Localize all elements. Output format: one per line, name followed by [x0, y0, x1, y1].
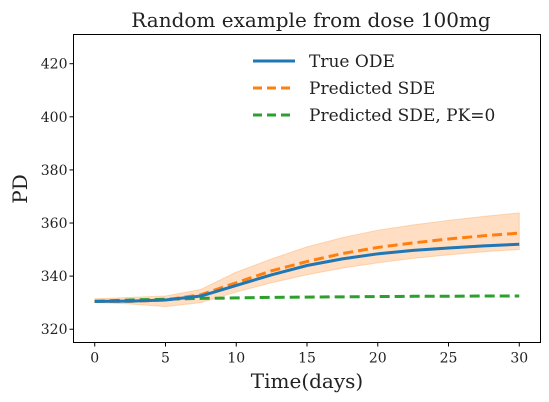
- chart-title: Random example from dose 100mg: [131, 8, 491, 32]
- x-tick-label: 30: [510, 351, 528, 367]
- plot-area: [94, 212, 520, 308]
- x-tick-label: 20: [369, 351, 387, 367]
- y-tick-label: 420: [41, 57, 68, 73]
- y-tick-label: 400: [41, 110, 68, 126]
- x-tick-label: 15: [298, 351, 316, 367]
- legend: True ODE Predicted SDE Predicted SDE, PK=0: [253, 52, 495, 126]
- x-tick-label: 25: [440, 351, 458, 367]
- legend-label-0: True ODE: [309, 52, 395, 72]
- x-axis-label: Time(days): [251, 369, 363, 393]
- series-line-2: [94, 294, 520, 303]
- x-tick-label: 0: [90, 351, 99, 367]
- x-tick-label: 5: [161, 351, 170, 367]
- y-tick-label: 360: [41, 216, 68, 232]
- series-band-1: [94, 212, 520, 308]
- y-axis-label: PD: [8, 174, 32, 204]
- axis-ticks: 0 5 10 15 20 25 30 320 340 360 380 400 420: [41, 57, 528, 367]
- y-tick-label: 320: [41, 322, 68, 338]
- y-tick-label: 380: [41, 163, 68, 179]
- x-tick-label: 10: [227, 351, 245, 367]
- legend-label-2: Predicted SDE, PK=0: [309, 106, 495, 126]
- series-line-1: [94, 231, 520, 303]
- y-tick-label: 340: [41, 269, 68, 285]
- series-line-0: [94, 242, 520, 303]
- legend-label-1: Predicted SDE: [309, 79, 435, 99]
